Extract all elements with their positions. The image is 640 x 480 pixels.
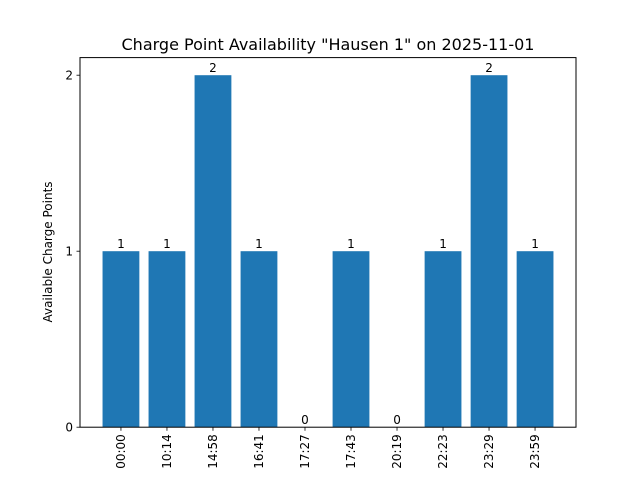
data-label-2359: 1 [531, 237, 539, 251]
x-tick-label: 17:43 [344, 434, 358, 469]
bar-1743 [332, 251, 370, 428]
chart-title: Charge Point Availability "Hausen 1" on … [122, 35, 535, 54]
data-label-2019: 0 [393, 413, 401, 427]
bar-2359 [516, 251, 554, 428]
x-tick-label: 22:23 [436, 434, 450, 469]
y-axis-label: Available Charge Points [41, 181, 55, 322]
bars-group [102, 75, 554, 428]
data-label-2329: 2 [485, 61, 493, 75]
x-tick-label: 23:59 [528, 434, 542, 469]
x-tick-label: 20:19 [390, 434, 404, 469]
x-tick-label: 00:00 [114, 434, 128, 469]
data-label-1014: 1 [163, 237, 171, 251]
x-tick-label: 23:29 [482, 434, 496, 469]
x-tick-label: 10:14 [160, 434, 174, 469]
bar-2223 [424, 251, 462, 428]
bar-1641 [240, 251, 278, 428]
data-label-2223: 1 [439, 237, 447, 251]
data-label-1743: 1 [347, 237, 355, 251]
y-tick-label: 0 [65, 421, 73, 435]
y-axis-ticks: 0 1 2 [65, 69, 80, 435]
data-label-1458: 2 [209, 61, 217, 75]
bar-1458 [194, 75, 232, 428]
bar-0000 [102, 251, 140, 428]
x-tick-label: 14:58 [206, 434, 220, 469]
x-tick-label: 17:27 [298, 434, 312, 469]
y-tick-label: 2 [65, 69, 73, 83]
y-tick-label: 1 [65, 245, 73, 259]
data-label-1727: 0 [301, 413, 309, 427]
bar-2329 [470, 75, 508, 428]
data-label-0000: 1 [117, 237, 125, 251]
x-tick-label: 16:41 [252, 434, 266, 469]
bar-1014 [148, 251, 186, 428]
data-labels-group: 1 1 2 1 0 1 0 1 2 1 [117, 61, 539, 427]
plot-area-frame [79, 57, 577, 428]
x-axis-ticks: 00:00 10:14 14:58 16:41 17:27 17:43 20:19 22:23… [114, 427, 542, 469]
data-label-1641: 1 [255, 237, 263, 251]
